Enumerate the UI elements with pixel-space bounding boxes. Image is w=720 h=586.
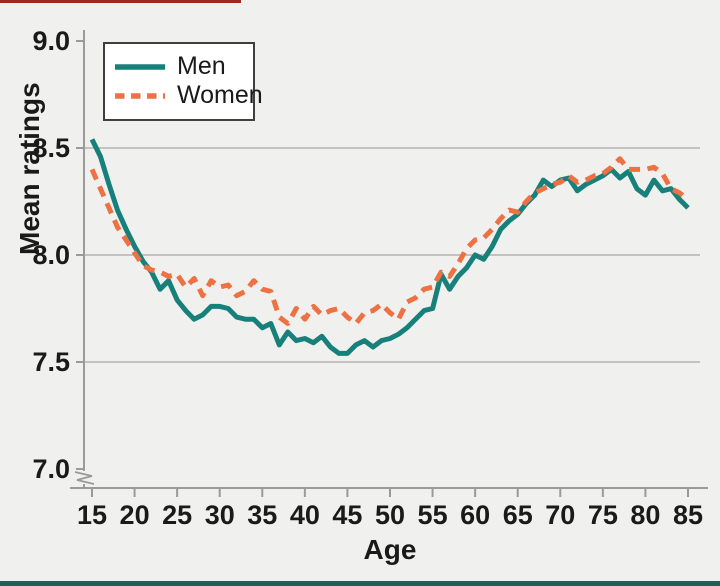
red-accent-bar bbox=[0, 0, 241, 3]
series-line-women bbox=[89, 156, 690, 326]
y-tick-label: 7.5 bbox=[32, 347, 70, 377]
y-tick-label: 8.5 bbox=[32, 133, 70, 163]
series-line-men bbox=[89, 138, 690, 356]
legend: Men Women bbox=[103, 42, 263, 121]
legend-item-women: Women bbox=[114, 81, 263, 110]
x-tick-label: 25 bbox=[162, 500, 192, 530]
x-tick-label: 20 bbox=[120, 500, 150, 530]
x-tick-label: 75 bbox=[588, 500, 618, 530]
y-tick-label: 9.0 bbox=[32, 26, 70, 56]
x-tick-label: 80 bbox=[630, 500, 660, 530]
bottom-strip bbox=[0, 581, 720, 586]
x-tick-label: 30 bbox=[205, 500, 235, 530]
legend-label-men: Men bbox=[177, 52, 226, 80]
y-tick-label: 8.0 bbox=[32, 240, 70, 270]
y-tick-label: 7.0 bbox=[32, 454, 70, 484]
x-tick-label: 50 bbox=[375, 500, 405, 530]
x-tick-label: 15 bbox=[77, 500, 107, 530]
x-tick-label: 65 bbox=[503, 500, 533, 530]
legend-item-men: Men bbox=[114, 52, 243, 81]
x-tick-label: 85 bbox=[673, 500, 703, 530]
men-line-swatch bbox=[115, 64, 165, 70]
x-tick-label: 60 bbox=[460, 500, 490, 530]
x-tick-label: 45 bbox=[332, 500, 362, 530]
women-line-swatch bbox=[115, 93, 165, 99]
y-axis-break bbox=[74, 471, 95, 485]
x-tick-label: 35 bbox=[247, 500, 277, 530]
x-tick-label: 70 bbox=[545, 500, 575, 530]
legend-label-women: Women bbox=[177, 81, 263, 109]
x-axis-title: Age bbox=[363, 534, 417, 565]
x-tick-label: 55 bbox=[418, 500, 448, 530]
x-tick-label: 40 bbox=[290, 500, 320, 530]
